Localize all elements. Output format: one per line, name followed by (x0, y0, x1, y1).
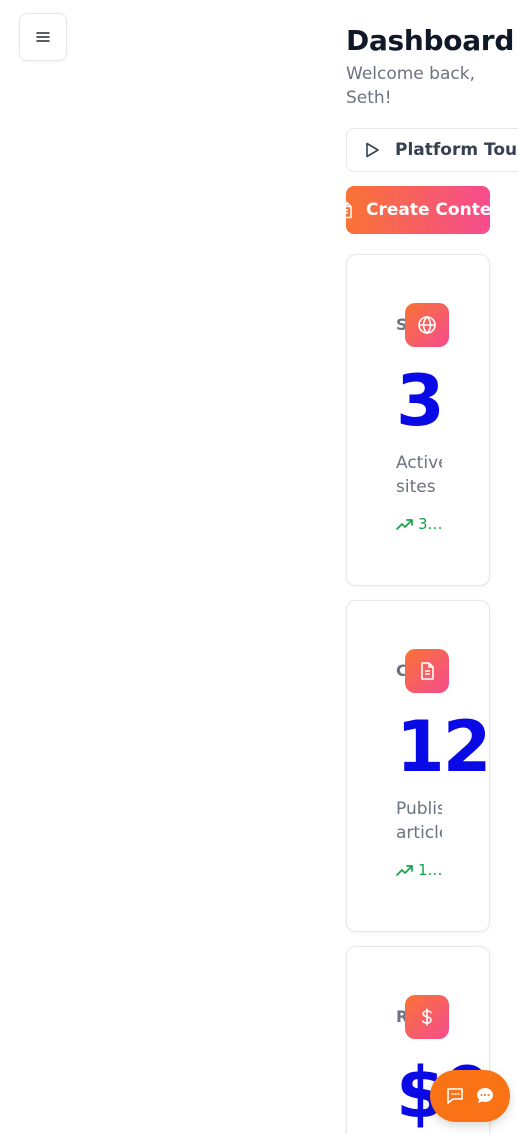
document-icon (421, 662, 434, 680)
create-content-button[interactable]: Create Content (346, 186, 490, 234)
create-content-label: Create Content (366, 200, 490, 220)
menu-button[interactable] (19, 13, 67, 61)
platform-tour-button[interactable]: Platform Tour (346, 128, 518, 172)
chat-bubble-icon[interactable] (475, 1086, 495, 1106)
stat-card-value: 3 (396, 360, 445, 442)
dollar-icon (422, 1008, 432, 1026)
stat-card-description: Active sites (396, 453, 442, 497)
stat-card-icon-badge (405, 303, 449, 347)
trending-up-icon (396, 865, 413, 876)
stat-card-icon-badge (405, 649, 449, 693)
stat-card-trend: 3… (396, 515, 442, 533)
stat-card-content: Content Published articles 1… 12 (346, 600, 490, 932)
stat-card-value: 12 (396, 706, 490, 788)
hamburger-menu-icon (36, 32, 50, 42)
stat-card-sites: Sites Active sites 3… 3 (346, 254, 490, 586)
message-square-icon[interactable] (445, 1086, 465, 1106)
stat-card-trend: 1… (396, 861, 442, 879)
platform-tour-label: Platform Tour (395, 140, 518, 160)
stat-card-description: Published articles (396, 799, 442, 843)
stat-card-icon-badge (405, 995, 449, 1039)
stat-card-trend-text: 3… (418, 515, 442, 533)
stat-card-trend-text: 1… (418, 861, 442, 879)
welcome-subtitle: Welcome back, Seth! (346, 64, 475, 108)
trending-up-icon (396, 519, 413, 530)
chat-widget-button[interactable] (430, 1070, 510, 1122)
play-icon (366, 142, 379, 158)
document-icon (346, 201, 352, 219)
page-title: Dashboard (346, 24, 515, 57)
globe-icon (418, 315, 436, 335)
